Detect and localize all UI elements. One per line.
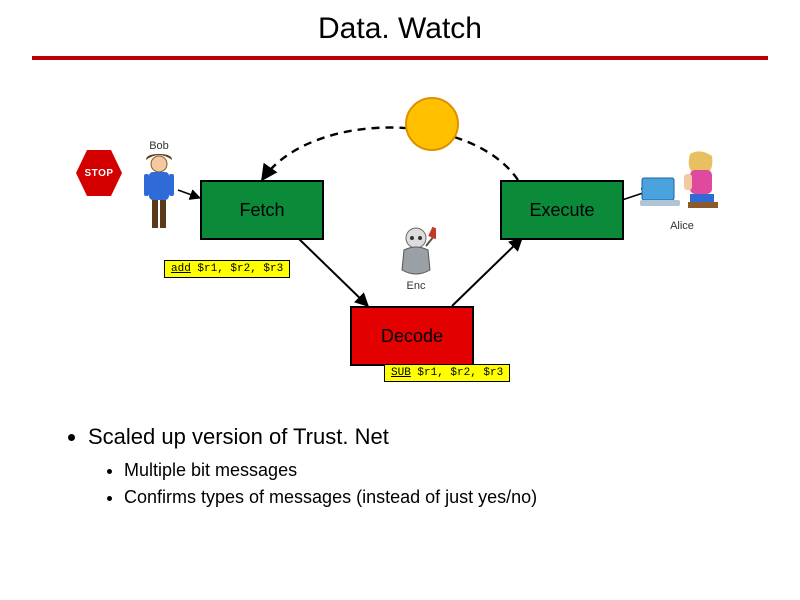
bullet-sub-1: Confirms types of messages (instead of j… [124,487,760,508]
bullet-main: Scaled up version of Trust. Net [88,424,760,450]
person-enc: Enc [396,226,436,292]
stop-sign: STOP [74,148,124,198]
codebox-sub: SUB $r1, $r2, $r3 [384,364,510,382]
person-enc-icon [396,226,436,278]
codebox-sub-kw: SUB [391,367,411,379]
person-alice: Alice [640,150,724,234]
person-bob: Bob [140,140,178,232]
codebox-add-rest: $r1, $r2, $r3 [191,263,283,275]
stage-decode: Decode [350,306,474,366]
person-enc-label: Enc [407,278,426,292]
codebox-sub-rest: $r1, $r2, $r3 [411,367,503,379]
arrow-decode-to-execute [452,238,522,306]
arrow-feedback-dashed [262,128,518,181]
arrow-bob-to-fetch [178,190,200,198]
person-alice-icon [640,150,724,220]
stage-decode-label: Decode [381,326,443,347]
codebox-add-kw: add [171,263,191,275]
sun-icon [400,92,464,156]
stage-fetch: Fetch [200,180,324,240]
codebox-add: add $r1, $r2, $r3 [164,260,290,278]
stage-fetch-label: Fetch [239,200,284,221]
stop-sign-label: STOP [74,148,124,198]
stage-execute-label: Execute [529,200,594,221]
slide-root: Data. Watch STOP [0,0,800,600]
bullet-sub-0: Multiple bit messages [124,460,760,481]
person-alice-label: Alice [670,220,694,234]
stage-execute: Execute [500,180,624,240]
person-bob-icon [140,154,178,232]
bullets: Scaled up version of Trust. Net Multiple… [60,424,760,514]
arrow-fetch-to-decode [298,238,368,306]
person-bob-label: Bob [149,140,169,154]
